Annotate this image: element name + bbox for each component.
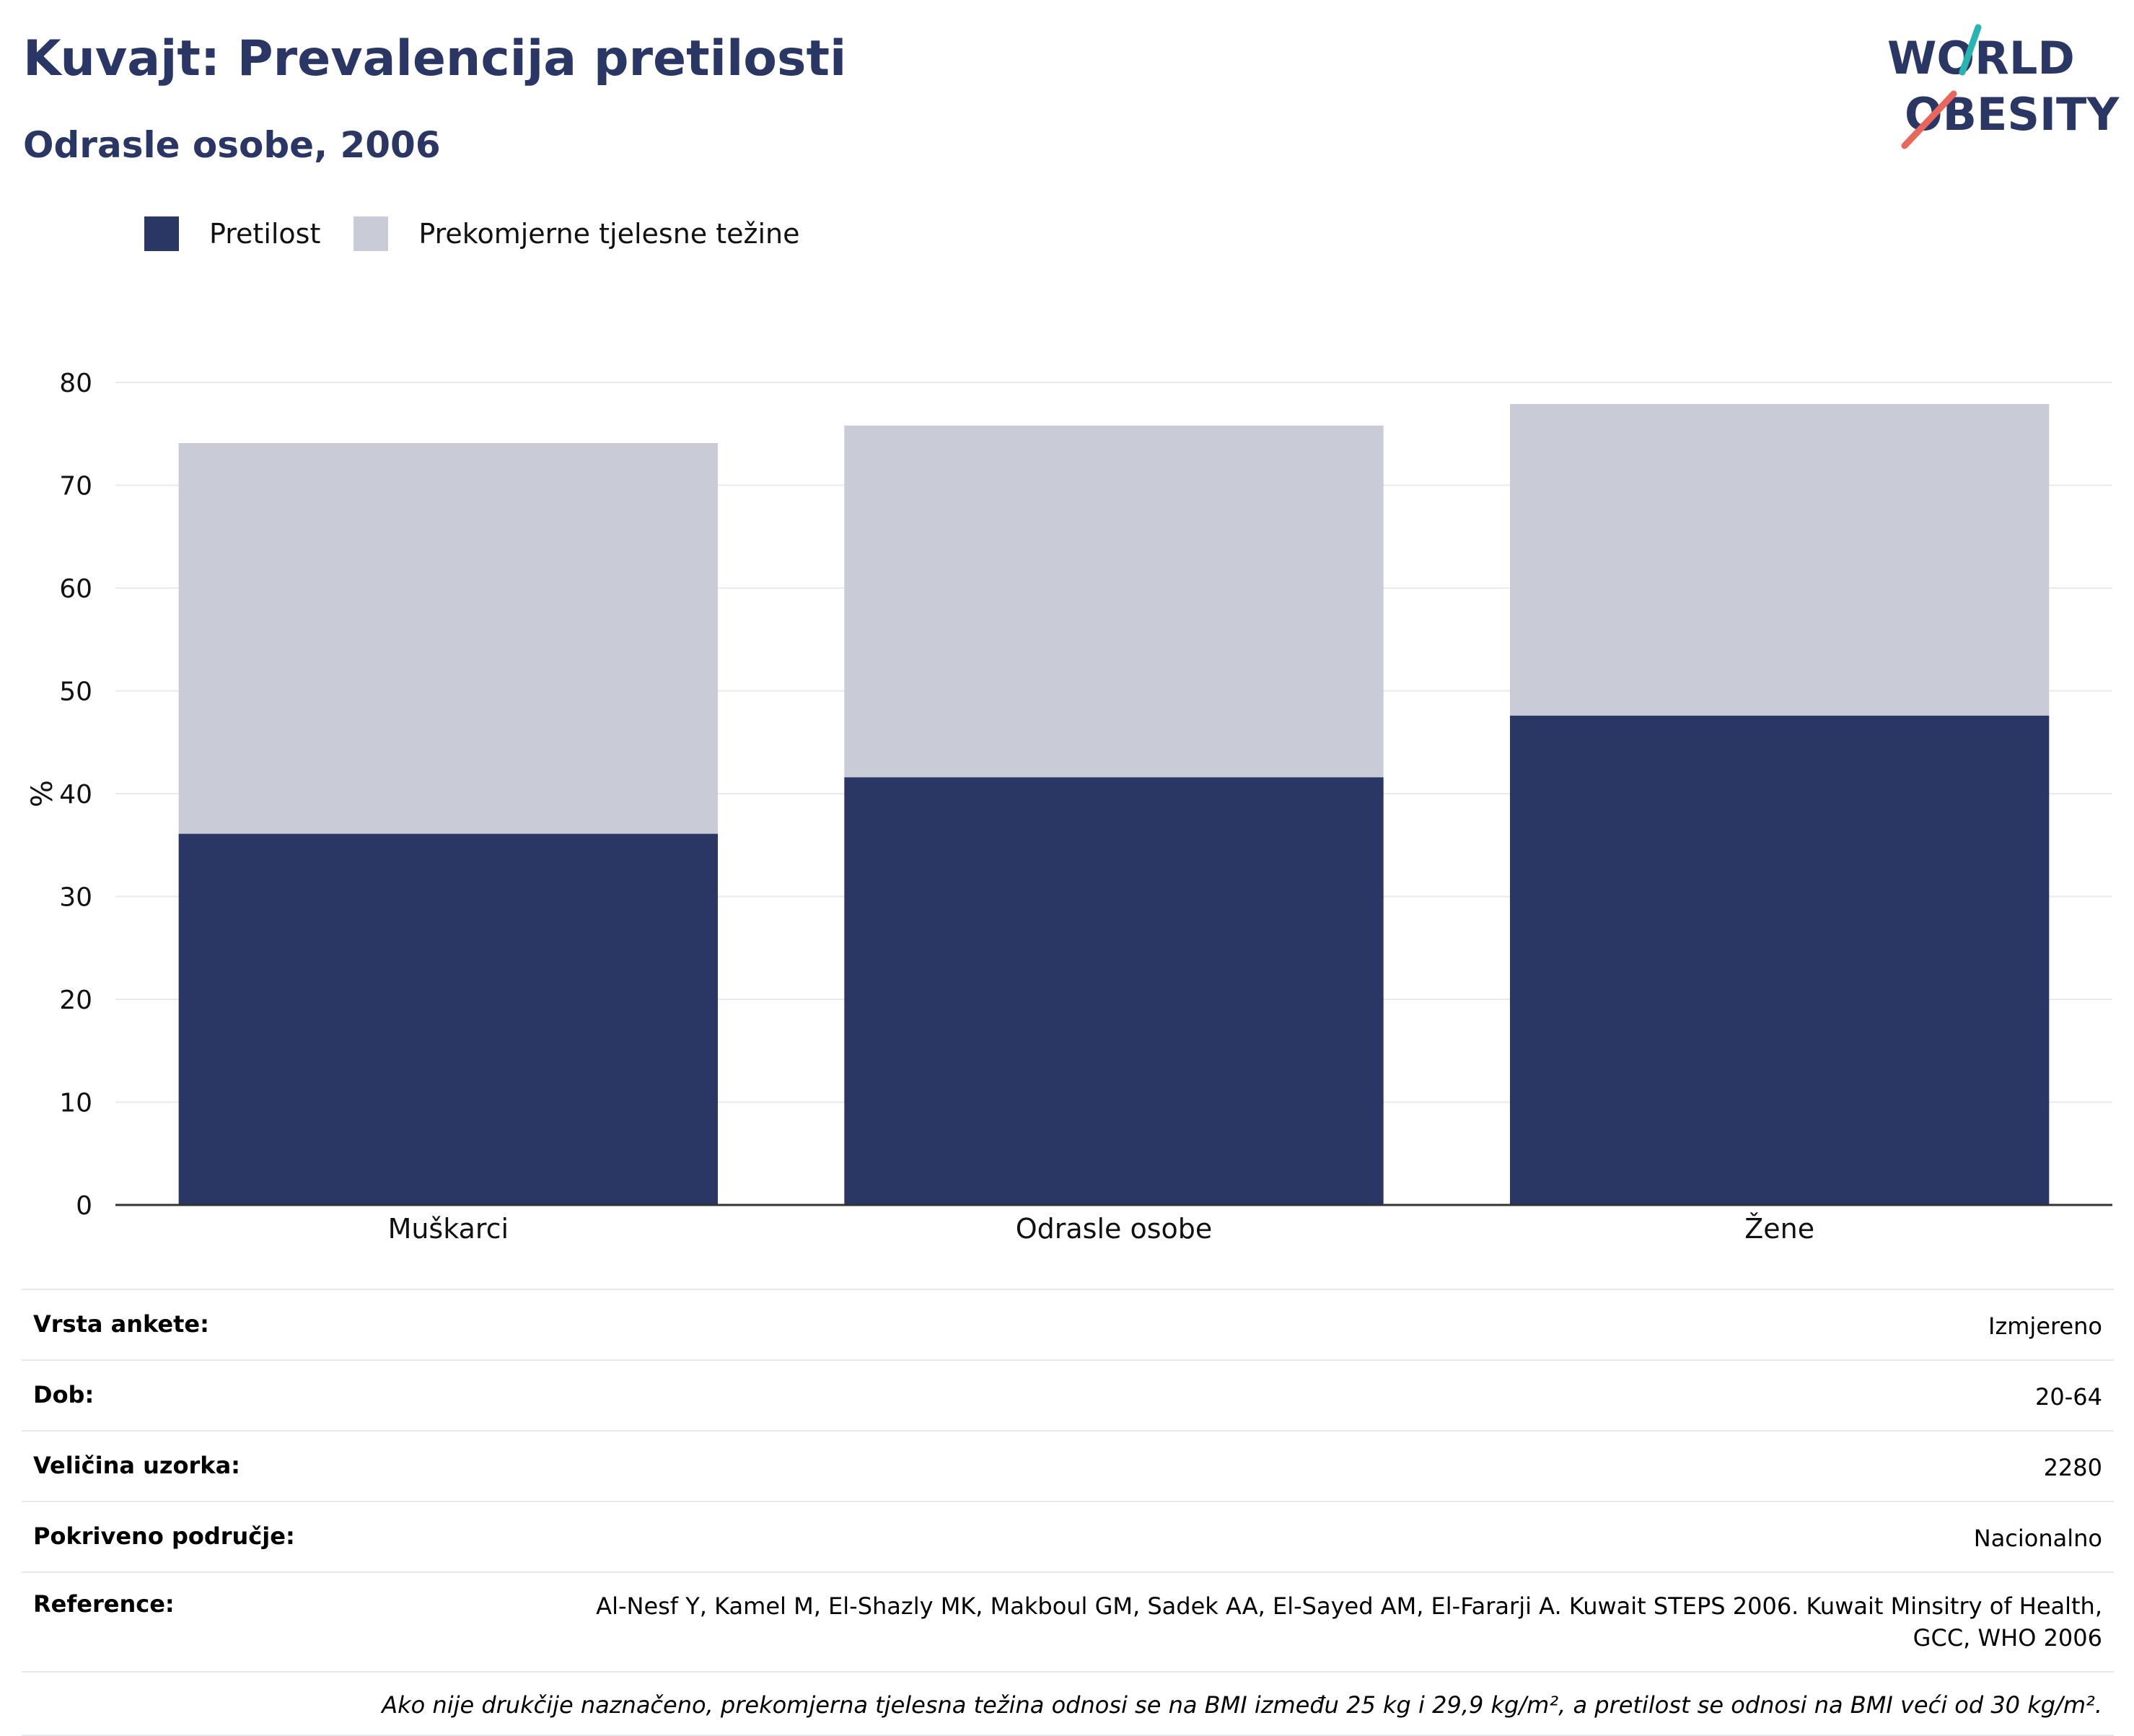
- bar-obesity: [844, 777, 1384, 1205]
- info-row-coverage: Pokriveno područje: Nacionalno: [22, 1501, 2114, 1571]
- reference-line-1: Al-Nesf Y, Kamel M, El-Shazly MK, Makbou…: [596, 1592, 2102, 1620]
- info-row-survey-type: Vrsta ankete: Izmjereno: [22, 1289, 2114, 1359]
- bar-obesity: [178, 833, 719, 1205]
- y-tick-label: 10: [59, 1089, 92, 1118]
- x-tick-label: Muškarci: [388, 1213, 509, 1245]
- chart-subtitle: Odrasle osobe, 2006: [23, 124, 441, 166]
- legend-label-overweight: Prekomjerne tjelesne težine: [418, 218, 800, 250]
- y-tick-label: 40: [59, 780, 92, 810]
- info-row-age: Dob: 20-64: [22, 1359, 2114, 1430]
- y-tick-label: 70: [59, 472, 92, 501]
- logo-line1: WORLD: [1887, 32, 2075, 84]
- legend-swatch-overweight: [354, 216, 389, 251]
- info-label: Vrsta ankete:: [33, 1310, 209, 1338]
- y-tick-label: 80: [59, 369, 92, 398]
- reference-line-2: GCC, WHO 2006: [1913, 1624, 2102, 1652]
- legend-item-overweight: Prekomjerne tjelesne težine: [354, 216, 800, 251]
- info-value: Nacionalno: [1973, 1525, 2102, 1552]
- logo-slash-bottom: [1901, 90, 1957, 149]
- info-label: Pokriveno područje:: [33, 1522, 295, 1550]
- bar-overweight: [1509, 403, 2050, 716]
- x-tick-label: Žene: [1744, 1213, 1814, 1245]
- info-value: 20-64: [2035, 1383, 2102, 1411]
- legend-label-obesity: Pretilost: [209, 218, 321, 250]
- y-axis-label: %: [26, 780, 59, 807]
- chart-legend: Pretilost Prekomjerne tjelesne težine: [144, 214, 833, 254]
- y-tick-label: 0: [76, 1191, 92, 1221]
- definition-note: Ako nije drukčije naznačeno, prekomjerna…: [22, 1671, 2114, 1736]
- y-tick-label: 20: [59, 986, 92, 1015]
- y-tick-label: 60: [59, 574, 92, 604]
- info-row-sample-size: Veličina uzorka: 2280: [22, 1430, 2114, 1501]
- bar-obesity: [1509, 715, 2050, 1205]
- world-obesity-logo: WORLD OBESITY: [1887, 24, 2120, 149]
- info-label: Reference:: [33, 1590, 175, 1618]
- info-row-reference: Reference: Al-Nesf Y, Kamel M, El-Shazly…: [22, 1571, 2114, 1671]
- legend-swatch-obesity: [144, 216, 179, 251]
- info-label: Veličina uzorka:: [33, 1452, 240, 1479]
- info-value: Izmjereno: [1988, 1312, 2102, 1340]
- survey-info-table: Vrsta ankete: Izmjereno Dob: 20-64 Velič…: [22, 1289, 2114, 1736]
- x-tick-label: Odrasle osobe: [1016, 1213, 1213, 1245]
- logo-slash-top: [1959, 24, 1982, 76]
- info-value: 2280: [2043, 1454, 2102, 1481]
- y-tick-label: 30: [59, 883, 92, 913]
- y-tick-label: 50: [59, 678, 92, 707]
- reference-text: Al-Nesf Y, Kamel M, El-Shazly MK, Makbou…: [596, 1590, 2102, 1654]
- chart-title: Kuvajt: Prevalencija pretilosti: [23, 30, 847, 87]
- bar-overweight: [844, 425, 1384, 778]
- stacked-bar-chart: 0 10 20 30 40 50 60 70 80% Muškarci Odrasle osobe Ž…: [26, 369, 2112, 1245]
- logo-line2: OBESITY: [1905, 88, 2120, 141]
- bar-overweight: [178, 443, 719, 834]
- legend-item-obesity: Pretilost: [144, 216, 320, 251]
- info-label: Dob:: [33, 1381, 95, 1408]
